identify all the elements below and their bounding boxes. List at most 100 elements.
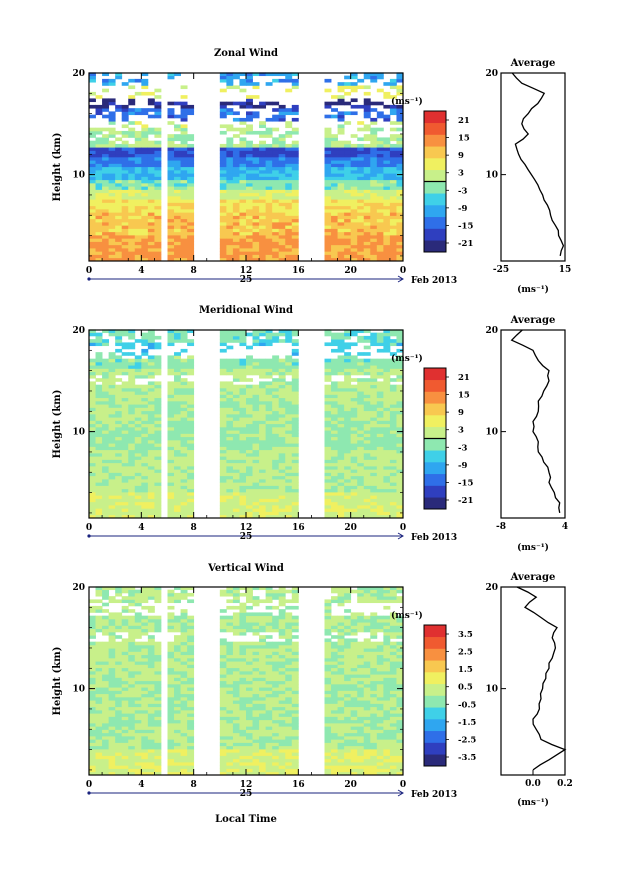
heat-cell	[383, 469, 391, 473]
heat-cell	[376, 381, 384, 386]
heat-cell	[383, 82, 391, 86]
heat-cell	[115, 628, 123, 633]
heat-cell	[128, 472, 136, 477]
heat-cell	[167, 472, 175, 477]
heat-cell	[167, 683, 175, 688]
heat-cell	[246, 407, 253, 412]
heat-cell	[141, 469, 149, 473]
heat-cell	[102, 462, 110, 467]
heat-cell	[278, 176, 286, 181]
heat-cell	[265, 397, 273, 402]
heat-cell	[174, 127, 181, 132]
heat-cell	[396, 361, 404, 366]
heat-cell	[108, 384, 116, 389]
heat-cell	[324, 208, 332, 213]
heat-cell	[396, 225, 404, 229]
average-y-tick-label: 20	[485, 69, 498, 79]
heat-cell	[95, 186, 103, 190]
heat-cell	[226, 140, 234, 145]
heat-cell	[396, 140, 404, 145]
heat-cell	[389, 241, 397, 246]
heat-cell	[102, 189, 110, 194]
heat-cell	[383, 495, 391, 499]
heat-cell	[259, 361, 267, 366]
heat-cell	[239, 335, 247, 340]
heat-cell	[337, 488, 345, 493]
heat-cell	[102, 622, 110, 626]
heat-cell	[180, 156, 188, 161]
heat-cell	[337, 202, 345, 207]
heat-cell	[350, 88, 358, 93]
heat-cell	[167, 651, 175, 656]
heat-cell	[376, 404, 384, 408]
heat-cell	[167, 735, 175, 740]
heat-cell	[272, 254, 280, 259]
heat-cell	[232, 504, 240, 509]
heat-cell	[95, 413, 103, 418]
heat-cell	[180, 387, 188, 392]
heat-cell	[187, 722, 195, 727]
heat-cell	[167, 485, 175, 490]
heat-cell	[246, 189, 253, 194]
heat-cell	[115, 160, 123, 164]
heat-cell	[115, 501, 123, 506]
heat-cell	[154, 687, 162, 691]
heat-cell	[167, 247, 175, 252]
heat-cell	[174, 368, 181, 373]
heat-cell	[108, 700, 116, 704]
colorbar-swatch	[424, 450, 446, 463]
heat-cell	[187, 641, 195, 646]
heat-cell	[167, 605, 175, 610]
heat-cell	[272, 147, 280, 151]
heat-cell	[232, 745, 240, 750]
heat-cell	[128, 143, 136, 148]
heat-cell	[187, 462, 195, 467]
heat-cell	[370, 225, 378, 229]
heat-cell	[252, 504, 260, 509]
heat-cell	[396, 482, 404, 486]
heat-cell	[187, 475, 195, 480]
heat-cell	[246, 452, 253, 457]
heat-cell	[167, 628, 175, 633]
heat-cell	[363, 387, 371, 392]
heat-cell	[337, 400, 345, 405]
heat-cell	[102, 439, 110, 444]
heat-cell	[389, 358, 397, 363]
heat-cell	[324, 244, 332, 249]
heat-cell	[102, 371, 110, 376]
heat-cell	[357, 452, 365, 457]
heat-cell	[89, 247, 96, 252]
heat-cell	[363, 153, 371, 158]
heat-cell	[174, 244, 181, 249]
heat-cell	[154, 433, 162, 438]
heat-cell	[95, 641, 103, 646]
heat-cell	[89, 735, 96, 740]
heat-cell	[331, 176, 338, 181]
heat-cell	[147, 745, 155, 750]
heat-cell	[363, 215, 371, 220]
heat-cell	[115, 228, 123, 233]
heat-cell	[344, 391, 352, 395]
heat-cell	[121, 134, 129, 138]
heat-cell	[115, 404, 123, 408]
heat-cell	[147, 716, 155, 721]
heat-cell	[187, 215, 195, 220]
heat-cell	[363, 202, 371, 207]
heat-cell	[232, 495, 240, 499]
heat-cell	[115, 456, 123, 460]
heat-cell	[239, 160, 247, 164]
heat-cell	[252, 166, 260, 171]
heat-cell	[128, 475, 136, 480]
colorbar-tick-label: -21	[458, 239, 473, 249]
heat-cell	[147, 742, 155, 747]
heat-cell	[370, 208, 378, 213]
heat-cell	[167, 622, 175, 626]
heat-cell	[128, 508, 136, 512]
heat-cell	[226, 205, 234, 210]
heat-cell	[396, 508, 404, 512]
heat-cell	[278, 482, 286, 486]
heat-cell	[246, 75, 253, 80]
heat-cell	[115, 726, 123, 730]
heat-cell	[147, 622, 155, 626]
heat-cell	[147, 443, 155, 447]
